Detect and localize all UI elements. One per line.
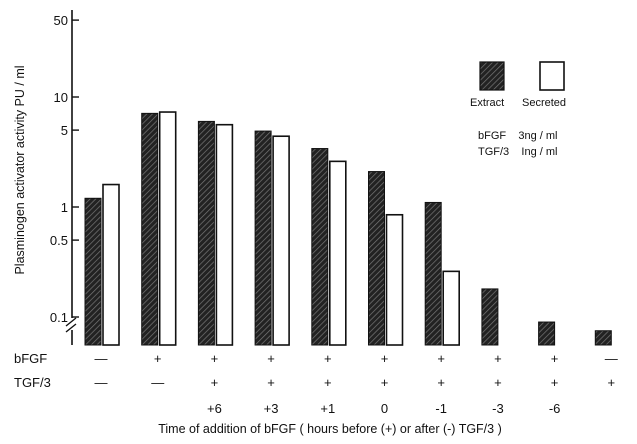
bar-extract [594, 330, 612, 346]
condition-time: +1 [320, 401, 335, 416]
bar-extract [84, 197, 102, 346]
condition-time: +6 [207, 401, 222, 416]
condition-time: -1 [435, 401, 447, 416]
bar-secreted [442, 270, 461, 346]
condition-bfgf: + [267, 351, 275, 366]
bar-secreted [102, 183, 120, 346]
bar-extract [254, 130, 272, 346]
condition-time: -3 [492, 401, 504, 416]
condition-bfgf: + [494, 351, 502, 366]
y-tick-label: 1 [61, 200, 68, 215]
y-tick-label: 0.1 [50, 310, 68, 325]
condition-tgf: + [437, 375, 445, 390]
condition-bfgf: + [324, 351, 332, 366]
condition-table: bFGF TGF/3 — + + + + + + + + — — — + + + + + + + + +6 +3 +1 0 -1… [14, 351, 618, 416]
condition-bfgf: — [95, 351, 108, 366]
condition-tgf: + [494, 375, 502, 390]
y-tick-label: 5 [61, 123, 68, 138]
legend-swatch-secreted [539, 61, 565, 91]
condition-tgf: + [211, 375, 219, 390]
bar-secreted [158, 111, 177, 346]
bar-extract [424, 201, 442, 346]
bar-extract [481, 288, 499, 346]
bar-secreted [385, 213, 404, 346]
bar-extract [141, 112, 159, 346]
bar-extract [311, 148, 329, 346]
y-tick-label: 50 [54, 13, 68, 28]
condition-bfgf: + [381, 351, 389, 366]
bar-secreted [272, 135, 290, 346]
legend-swatch-extract [479, 61, 505, 91]
bars [84, 111, 612, 346]
concentration-note: bFGF 3ng / ml TGF/3 Ing / ml [478, 130, 557, 158]
bar-extract [538, 321, 556, 346]
bar-secreted [328, 160, 347, 346]
condition-bfgf: + [154, 351, 162, 366]
y-tick-label: 0.5 [50, 233, 68, 248]
condition-bfgf: + [211, 351, 219, 366]
legend-label-secreted: Secreted [522, 97, 566, 109]
condition-tgf: + [608, 375, 616, 390]
condition-time: -6 [549, 401, 561, 416]
legend-label-extract: Extract [470, 97, 504, 109]
y-axis-title: Plasminogen activator activity PU / ml [13, 65, 27, 274]
condition-row-label-tgf: TGF/3 [14, 375, 51, 390]
condition-bfgf: + [551, 351, 559, 366]
axis-break-mark [65, 317, 77, 333]
condition-tgf: — [151, 375, 164, 390]
y-axis [65, 10, 77, 345]
condition-tgf: — [95, 375, 108, 390]
condition-tgf: + [381, 375, 389, 390]
bar-extract [368, 171, 385, 346]
y-tick-label: 10 [54, 90, 68, 105]
y-ticks: 50 10 5 1 0.5 0.1 [50, 13, 79, 325]
condition-bfgf: + [437, 351, 445, 366]
condition-bfgf: — [605, 351, 618, 366]
condition-tgf: + [324, 375, 332, 390]
x-axis-title: Time of addition of bFGF ( hours before … [158, 422, 502, 436]
bar-extract [197, 120, 215, 346]
note-line-tgf: TGF/3 Ing / ml [478, 146, 557, 158]
bar-secreted [215, 123, 234, 346]
note-line-bfgf: bFGF 3ng / ml [478, 130, 557, 142]
condition-tgf: + [551, 375, 559, 390]
condition-time: 0 [381, 401, 388, 416]
condition-tgf: + [267, 375, 275, 390]
condition-row-label-bfgf: bFGF [14, 351, 47, 366]
condition-time: +3 [264, 401, 279, 416]
legend: Extract Secreted [470, 61, 566, 109]
